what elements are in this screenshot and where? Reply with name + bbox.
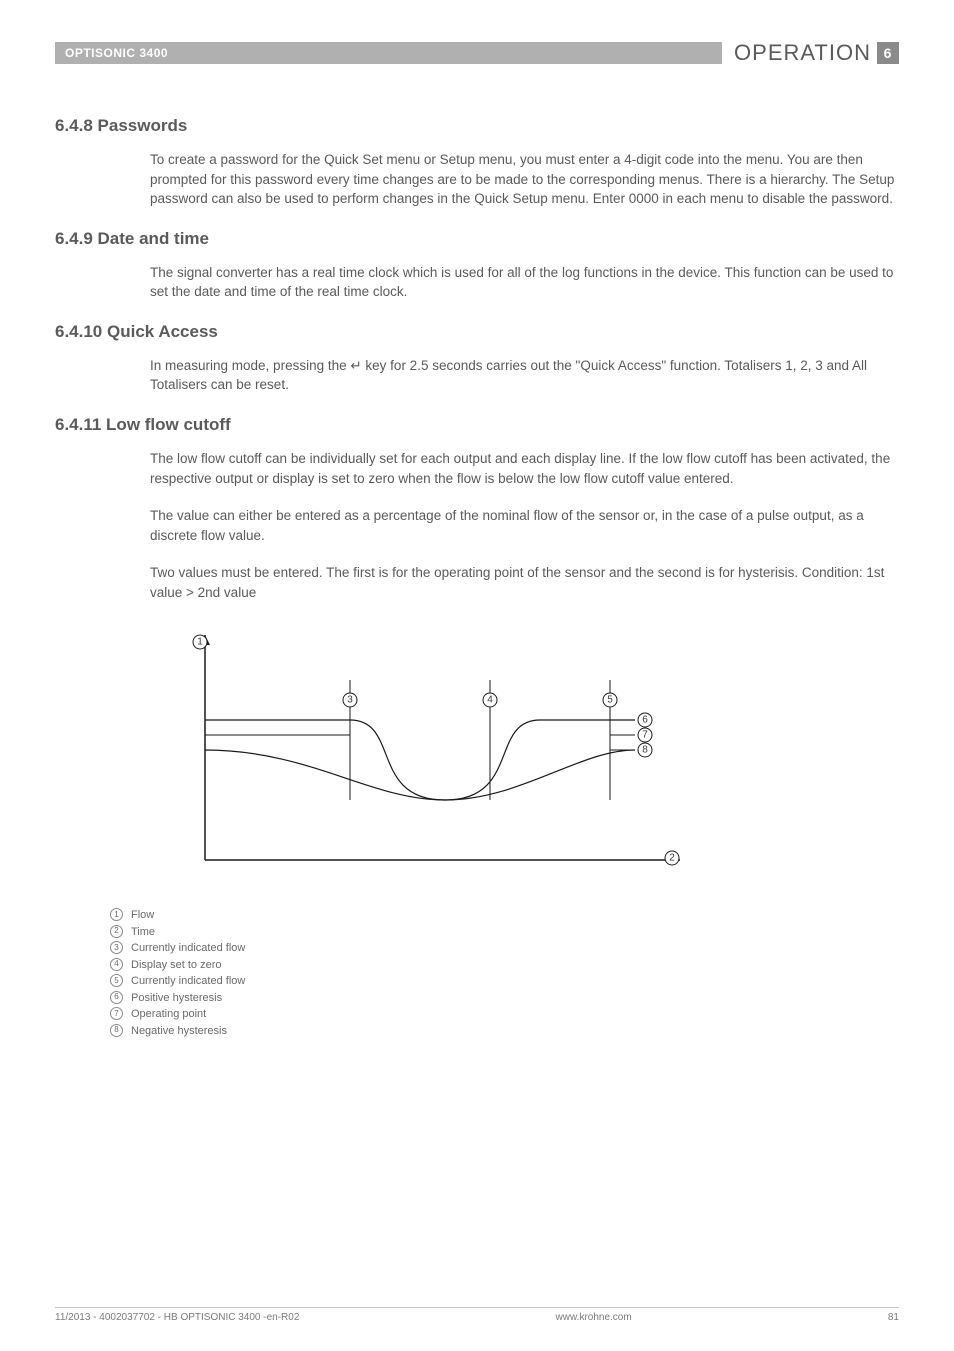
svg-text:4: 4: [487, 695, 493, 706]
footer-left: 11/2013 - 4002037702 - HB OPTISONIC 3400…: [55, 1312, 299, 1323]
svg-text:6: 6: [642, 715, 648, 726]
hysteresis-diagram: 1 2 3 4 5 6 7 8: [150, 620, 899, 895]
svg-text:1: 1: [197, 637, 203, 648]
legend-item: 5 Currently indicated flow: [110, 973, 899, 990]
legend-label: Currently indicated flow: [131, 940, 245, 957]
legend-label: Flow: [131, 907, 154, 924]
svg-text:3: 3: [347, 695, 353, 706]
legend-number: 6: [110, 991, 123, 1004]
svg-text:7: 7: [642, 730, 648, 741]
body-paragraph: Two values must be entered. The first is…: [150, 563, 899, 602]
product-name: OPTISONIC 3400: [55, 42, 722, 64]
legend-item: 3 Currently indicated flow: [110, 940, 899, 957]
legend-number: 8: [110, 1024, 123, 1037]
legend-item: 6 Positive hysteresis: [110, 990, 899, 1007]
section-heading: 6.4.9 Date and time: [55, 229, 899, 249]
legend-number: 1: [110, 908, 123, 921]
page-footer: 11/2013 - 4002037702 - HB OPTISONIC 3400…: [55, 1307, 899, 1323]
legend-label: Negative hysteresis: [131, 1023, 227, 1040]
diagram-legend: 1 Flow 2 Time 3 Currently indicated flow 4 Disp…: [110, 907, 899, 1039]
legend-number: 2: [110, 925, 123, 938]
body-paragraph: To create a password for the Quick Set m…: [150, 150, 899, 209]
legend-label: Display set to zero: [131, 957, 221, 974]
body-paragraph: The low flow cutoff can be individually …: [150, 449, 899, 488]
body-paragraph: The signal converter has a real time clo…: [150, 263, 899, 302]
section-heading: 6.4.8 Passwords: [55, 116, 899, 136]
body-paragraph: In measuring mode, pressing the ↵ key fo…: [150, 356, 899, 395]
legend-item: 1 Flow: [110, 907, 899, 924]
legend-label: Currently indicated flow: [131, 973, 245, 990]
chapter-number-badge: 6: [877, 42, 899, 64]
legend-number: 5: [110, 974, 123, 987]
section-title-group: OPERATION 6: [734, 40, 899, 66]
svg-text:2: 2: [669, 853, 675, 864]
section-title: OPERATION: [734, 40, 871, 66]
legend-item: 7 Operating point: [110, 1006, 899, 1023]
legend-item: 8 Negative hysteresis: [110, 1023, 899, 1040]
legend-number: 7: [110, 1007, 123, 1020]
legend-label: Positive hysteresis: [131, 990, 222, 1007]
legend-label: Operating point: [131, 1006, 206, 1023]
section-heading: 6.4.10 Quick Access: [55, 322, 899, 342]
svg-text:5: 5: [607, 695, 613, 706]
legend-item: 2 Time: [110, 924, 899, 941]
section-heading: 6.4.11 Low flow cutoff: [55, 415, 899, 435]
body-paragraph: The value can either be entered as a per…: [150, 506, 899, 545]
legend-label: Time: [131, 924, 155, 941]
legend-number: 3: [110, 941, 123, 954]
legend-item: 4 Display set to zero: [110, 957, 899, 974]
footer-center: www.krohne.com: [556, 1312, 632, 1323]
footer-right: 81: [888, 1312, 899, 1323]
page-header: OPTISONIC 3400 OPERATION 6: [55, 40, 899, 66]
legend-number: 4: [110, 958, 123, 971]
svg-text:8: 8: [642, 745, 648, 756]
